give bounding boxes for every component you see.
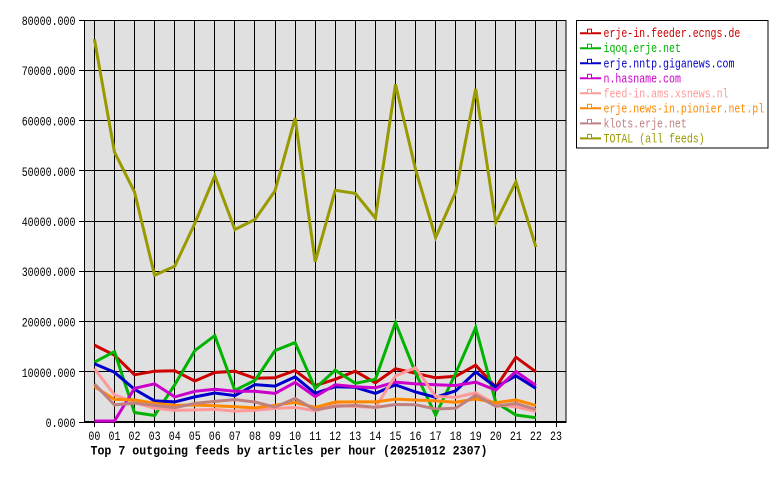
svg-text:07: 07 (229, 429, 241, 444)
svg-text:17: 17 (430, 429, 442, 444)
svg-text:02: 02 (129, 429, 141, 444)
svg-text:09: 09 (269, 429, 281, 444)
svg-text:20: 20 (490, 429, 502, 444)
svg-text:TOTAL (all feeds): TOTAL (all feeds) (604, 131, 705, 146)
svg-text:60000.000: 60000.000 (22, 115, 76, 130)
svg-text:30000.000: 30000.000 (22, 265, 76, 280)
svg-text:22: 22 (530, 429, 542, 444)
svg-text:70000.000: 70000.000 (22, 64, 76, 79)
svg-text:03: 03 (149, 429, 161, 444)
svg-text:feed-in.ams.xsnews.nl: feed-in.ams.xsnews.nl (604, 86, 729, 101)
svg-text:15: 15 (390, 429, 402, 444)
svg-text:40000.000: 40000.000 (22, 215, 76, 230)
svg-text:n.hasname.com: n.hasname.com (604, 71, 682, 86)
svg-text:04: 04 (169, 429, 181, 444)
svg-text:klots.erje.net: klots.erje.net (604, 116, 687, 131)
svg-text:80000.000: 80000.000 (22, 14, 76, 29)
svg-text:20000.000: 20000.000 (22, 316, 76, 331)
svg-text:08: 08 (249, 429, 261, 444)
svg-text:18: 18 (450, 429, 462, 444)
svg-text:erje.news-in.pionier.net.pl: erje.news-in.pionier.net.pl (604, 101, 765, 116)
svg-text:10000.000: 10000.000 (22, 366, 76, 381)
svg-text:05: 05 (189, 429, 201, 444)
svg-text:50000.000: 50000.000 (22, 165, 76, 180)
svg-text:21: 21 (510, 429, 522, 444)
svg-text:01: 01 (109, 429, 121, 444)
svg-text:erje.nntp.giganews.com: erje.nntp.giganews.com (604, 56, 735, 71)
svg-text:Top 7 outgoing feeds by articl: Top 7 outgoing feeds by articles per hou… (91, 445, 488, 459)
svg-text:19: 19 (470, 429, 482, 444)
svg-text:0.000: 0.000 (46, 416, 76, 431)
svg-text:23: 23 (550, 429, 562, 444)
svg-text:06: 06 (209, 429, 221, 444)
svg-text:13: 13 (349, 429, 361, 444)
svg-text:12: 12 (329, 429, 341, 444)
svg-text:10: 10 (289, 429, 301, 444)
svg-text:14: 14 (369, 429, 381, 444)
svg-text:16: 16 (410, 429, 422, 444)
svg-text:11: 11 (309, 429, 321, 444)
svg-text:00: 00 (88, 429, 100, 444)
svg-text:erje-in.feeder.ecngs.de: erje-in.feeder.ecngs.de (604, 26, 741, 41)
svg-text:iqoq.erje.net: iqoq.erje.net (604, 41, 681, 56)
